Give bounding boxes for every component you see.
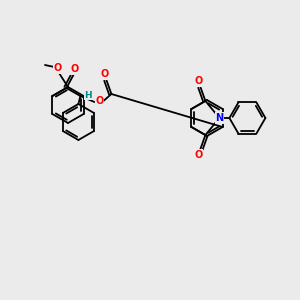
Text: N: N bbox=[215, 113, 223, 123]
Text: O: O bbox=[54, 63, 62, 73]
Text: O: O bbox=[100, 69, 109, 79]
Text: O: O bbox=[70, 64, 79, 74]
Text: H: H bbox=[85, 91, 92, 100]
Text: O: O bbox=[194, 150, 202, 160]
Text: O: O bbox=[95, 96, 104, 106]
Text: O: O bbox=[194, 76, 202, 86]
